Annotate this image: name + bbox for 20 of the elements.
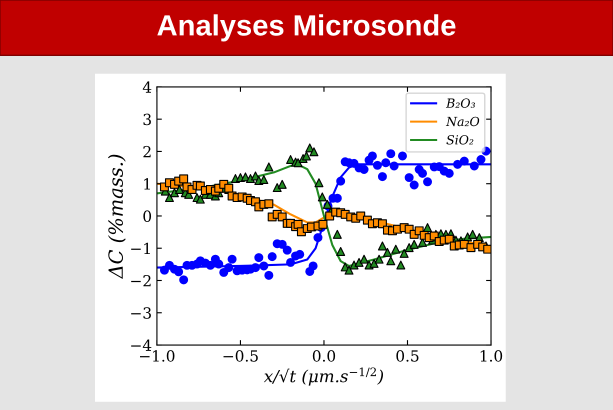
chart-title: Analyses Microsonde	[157, 14, 456, 42]
y-tick-label: 2	[143, 146, 151, 158]
y-tick-label: −2	[131, 274, 151, 286]
legend-label: B₂O₃	[446, 98, 475, 108]
y-tick-label: −3	[131, 307, 151, 319]
y-axis-title: ΔC (%mass.)	[108, 154, 126, 280]
x-tick-label: 0.5	[396, 350, 418, 362]
x-tick-label: −0.5	[224, 350, 258, 362]
y-tick-label: 1	[144, 178, 150, 190]
y-tick-label: 4	[142, 81, 152, 93]
y-tick-label: −1	[131, 242, 150, 254]
y-tick-label: 3	[144, 114, 151, 126]
y-tick-label: −4	[131, 339, 152, 351]
x-tick-label: 0.0	[312, 350, 336, 362]
x-axis-title: x/√t (μm.s$^{−1/2}$)	[264, 367, 384, 386]
legend-label: Na₂O	[446, 116, 480, 126]
legend-label: SiO₂	[446, 135, 474, 145]
x-tick-label: −1.0	[140, 350, 174, 362]
y-tick-label: 0	[143, 210, 152, 222]
x-tick-label: 1.0	[480, 350, 502, 362]
